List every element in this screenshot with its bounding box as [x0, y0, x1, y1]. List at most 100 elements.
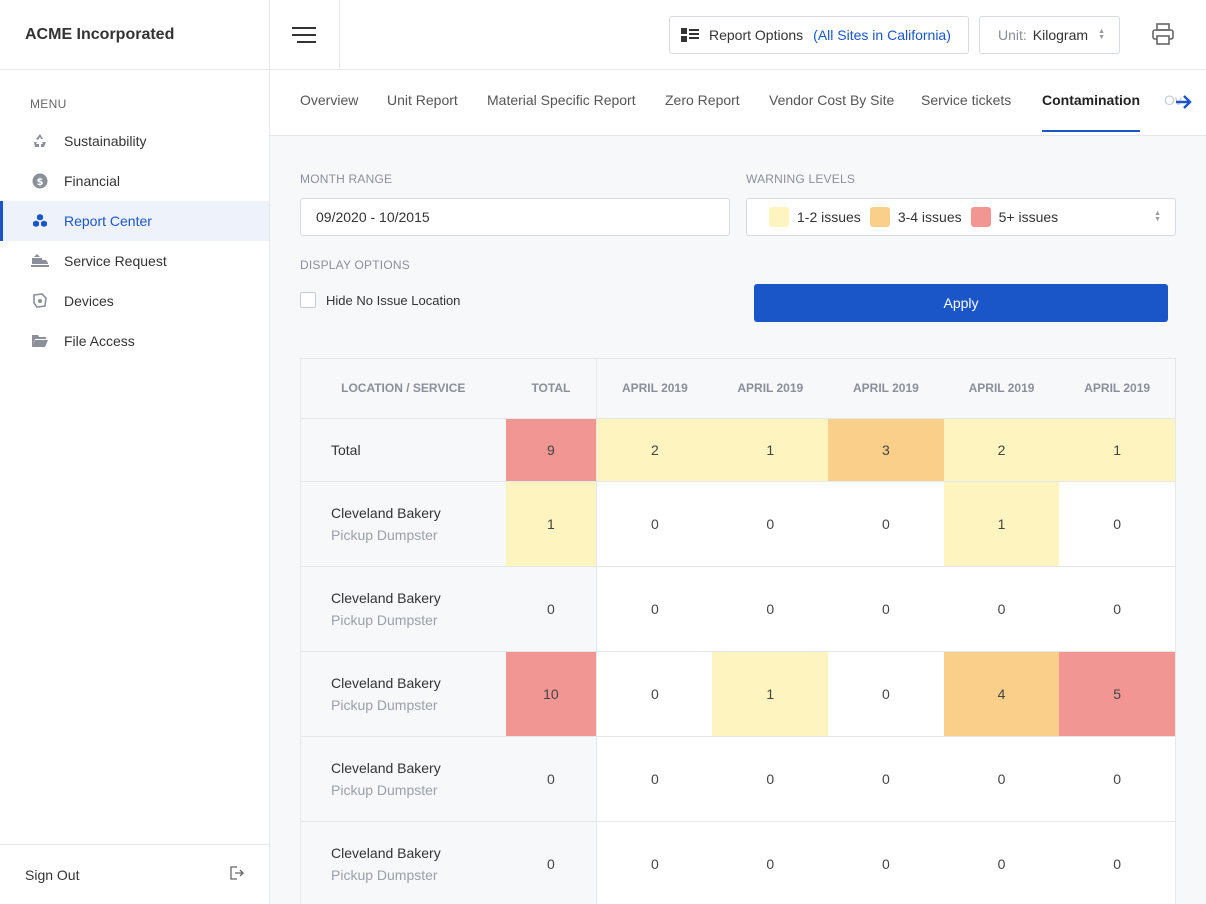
month-value-cell: 0 — [596, 566, 713, 652]
list-icon — [681, 28, 699, 42]
folder-icon — [31, 332, 49, 350]
tab-unit-report[interactable]: Unit Report — [387, 92, 458, 108]
arrow-right-icon — [1176, 95, 1192, 109]
sidebar-item-file-access[interactable]: File Access — [0, 321, 269, 361]
dollar-icon: $ — [31, 172, 49, 190]
warning-levels-select[interactable]: 1-2 issues 3-4 issues 5+ issues ▲ ▼ — [746, 198, 1176, 236]
sidebar-item-label: File Access — [64, 333, 135, 349]
report-options-label: Report Options — [709, 27, 804, 43]
sign-out-button[interactable]: Sign Out — [0, 844, 269, 904]
sidebar-menu: Sustainability $ Financial Report Center… — [0, 121, 269, 361]
table-row[interactable]: Cleveland Bakery Pickup Dumpster 0 0 0 0 0 0 — [301, 566, 1175, 652]
warning-level-2: 3-4 issues — [869, 207, 962, 227]
hide-no-issue-checkbox[interactable] — [300, 292, 316, 308]
location-name: Total — [331, 441, 361, 458]
sign-out-icon — [230, 866, 244, 883]
unit-select[interactable]: Unit: Kilogram ▲ ▼ — [979, 16, 1120, 54]
location-name: Cleveland Bakery — [331, 504, 441, 521]
month-value-cell: 0 — [596, 821, 713, 904]
tab-vendor-cost-by-site[interactable]: Vendor Cost By Site — [769, 92, 895, 108]
printer-icon — [1152, 23, 1174, 45]
recycle-icon — [31, 132, 49, 150]
location-service: Pickup Dumpster — [331, 696, 438, 713]
location-cell: Total — [301, 418, 506, 482]
sidebar-item-label: Sustainability — [64, 133, 147, 149]
warning-level-label: 1-2 issues — [797, 209, 861, 225]
report-options-button[interactable]: Report Options (All Sites in California) — [669, 16, 969, 54]
header-month: APRIL 2019 — [596, 359, 713, 419]
table-row[interactable]: Cleveland Bakery Pickup Dumpster 0 0 0 0 0 0 — [301, 736, 1175, 822]
warning-level-label: 3-4 issues — [897, 209, 962, 225]
total-cell: 0 — [505, 566, 598, 652]
table-row[interactable]: Cleveland Bakery Pickup Dumpster 1 0 0 0 1 0 — [301, 481, 1175, 567]
tab-overflow[interactable]: Ov — [1164, 92, 1182, 108]
tab-service-tickets[interactable]: Service tickets — [921, 92, 1012, 108]
table-total-row[interactable]: Total 9 2 1 3 2 1 — [301, 418, 1175, 482]
month-value-cell: 0 — [828, 566, 944, 652]
hamburger-icon — [291, 27, 316, 43]
report-tabs: Overview Unit Report Material Specific R… — [270, 70, 1206, 136]
topbar: Report Options (All Sites in California)… — [270, 0, 1206, 70]
sidebar-item-sustainability[interactable]: Sustainability — [0, 121, 269, 161]
hamburger-menu-button[interactable] — [270, 0, 340, 70]
brand-title: ACME Incorporated — [0, 0, 269, 70]
month-value-cell: 3 — [828, 418, 944, 482]
devices-icon — [31, 292, 49, 310]
month-value-cell: 0 — [828, 821, 944, 904]
location-service: Pickup Dumpster — [331, 866, 438, 883]
month-value-cell: 0 — [596, 651, 713, 737]
unit-label: Unit: — [998, 27, 1027, 43]
sidebar-item-service-request[interactable]: Service Request — [0, 241, 269, 281]
location-cell: Cleveland Bakery Pickup Dumpster — [301, 821, 506, 904]
month-range-input[interactable]: 09/2020 - 10/2015 — [300, 198, 730, 236]
warning-level-1: 1-2 issues — [769, 207, 861, 227]
tab-material-specific-report[interactable]: Material Specific Report — [487, 92, 636, 108]
month-value-cell: 0 — [712, 481, 829, 567]
table-header-row: LOCATION / SERVICE TOTAL APRIL 2019 APRI… — [301, 359, 1175, 419]
sidebar-item-financial[interactable]: $ Financial — [0, 161, 269, 201]
month-value-cell: 2 — [943, 418, 1060, 482]
sidebar-item-devices[interactable]: Devices — [0, 281, 269, 321]
location-service: Pickup Dumpster — [331, 611, 438, 628]
total-cell: 0 — [505, 821, 598, 904]
month-value-cell: 0 — [943, 566, 1060, 652]
sidebar: ACME Incorporated MENU Sustainability $ … — [0, 0, 270, 904]
tab-overview[interactable]: Overview — [300, 92, 359, 108]
menu-label: MENU — [30, 97, 67, 111]
location-name: Cleveland Bakery — [331, 674, 441, 691]
tab-zero-report[interactable]: Zero Report — [665, 92, 740, 108]
month-value-cell: 0 — [596, 481, 713, 567]
hide-no-issue-label: Hide No Issue Location — [326, 292, 461, 308]
month-value-cell: 0 — [943, 821, 1060, 904]
sidebar-item-label: Financial — [64, 173, 121, 189]
month-value-cell: 0 — [828, 736, 944, 822]
header-month: APRIL 2019 — [1059, 359, 1175, 419]
month-value-cell: 1 — [712, 418, 829, 482]
location-cell: Cleveland Bakery Pickup Dumpster — [301, 651, 506, 737]
warning-level-3: 5+ issues — [970, 207, 1059, 227]
total-cell: 0 — [505, 736, 598, 822]
sidebar-item-label: Devices — [64, 293, 114, 309]
unit-value: Kilogram — [1032, 27, 1089, 43]
table-row[interactable]: Cleveland Bakery Pickup Dumpster 0 0 0 0 0 0 — [301, 821, 1175, 904]
location-cell: Cleveland Bakery Pickup Dumpster — [301, 736, 506, 822]
hide-no-issue-option[interactable]: Hide No Issue Location — [300, 292, 460, 308]
month-value-cell: 0 — [1059, 821, 1175, 904]
header-month: APRIL 2019 — [828, 359, 944, 419]
print-button[interactable] — [1151, 22, 1175, 46]
swatch-level-3 — [970, 207, 991, 227]
warning-level-label: 5+ issues — [998, 209, 1059, 225]
total-cell: 1 — [505, 481, 598, 567]
location-service: Pickup Dumpster — [331, 781, 438, 798]
sidebar-item-label: Report Center — [64, 213, 152, 229]
header-month: APRIL 2019 — [712, 359, 829, 419]
contamination-table-container[interactable]: LOCATION / SERVICE TOTAL APRIL 2019 APRI… — [300, 358, 1176, 904]
sidebar-item-report-center[interactable]: Report Center — [0, 201, 269, 241]
warning-levels-label: WARNING LEVELS — [746, 172, 856, 186]
tabs-next-button[interactable] — [1174, 94, 1194, 110]
apply-button[interactable]: Apply — [754, 284, 1168, 322]
sign-out-label: Sign Out — [25, 866, 80, 883]
tab-contamination[interactable]: Contamination — [1042, 70, 1140, 135]
table-body: Total 9 2 1 3 2 1 Cleveland Bakery Pickup Dumpst… — [301, 418, 1175, 904]
table-row[interactable]: Cleveland Bakery Pickup Dumpster 10 0 1 0 4 5 — [301, 651, 1175, 737]
